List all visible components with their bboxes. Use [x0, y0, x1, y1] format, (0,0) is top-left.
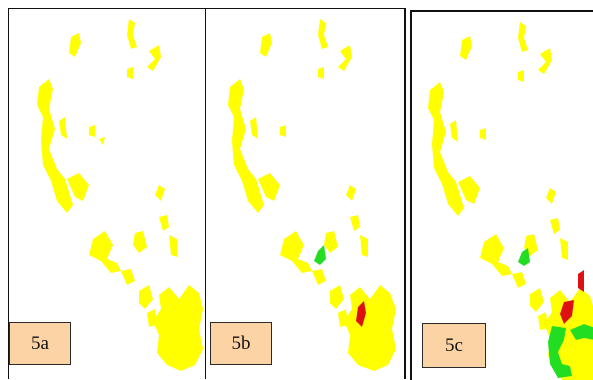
panel-label-5b: 5b [210, 322, 272, 365]
map-5c [428, 22, 593, 380]
panel-5c: 5c [410, 10, 593, 380]
map-5a [37, 19, 203, 371]
panel-label-5a: 5a [9, 322, 71, 365]
panel-label-5c: 5c [422, 323, 486, 368]
map-5b [228, 19, 396, 371]
panel-5b: 5b [206, 8, 406, 379]
panel-5a: 5a [8, 8, 207, 379]
